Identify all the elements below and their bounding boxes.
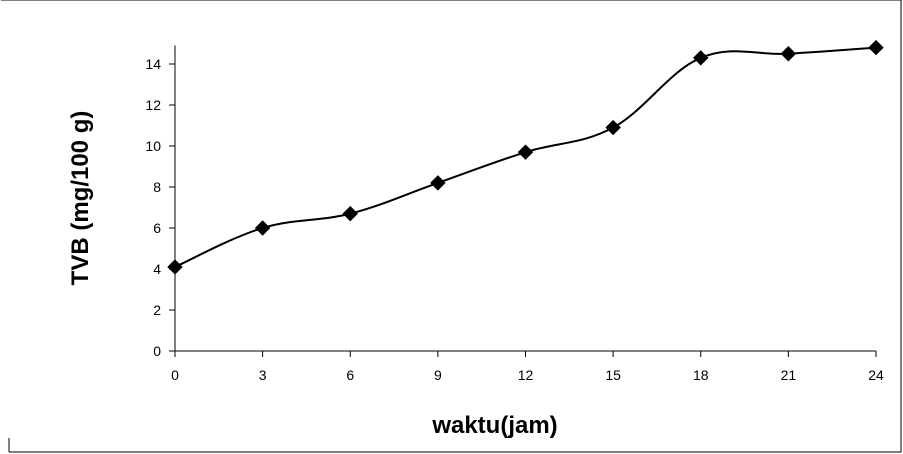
x-tick-label: 9 <box>434 367 442 383</box>
data-point-marker <box>693 50 709 66</box>
x-tick-label: 24 <box>868 367 884 383</box>
y-tick-label: 14 <box>145 56 161 72</box>
x-tick-label: 21 <box>781 367 797 383</box>
data-point-marker <box>342 205 358 222</box>
y-axis: 0 2 4 6 8 10 12 14 <box>145 45 176 359</box>
y-axis-title: TVB (mg/100 g) <box>67 111 94 286</box>
data-point-marker <box>605 119 621 136</box>
x-tick-label: 18 <box>693 367 709 383</box>
plot-area <box>167 39 884 275</box>
x-axis: 0 3 6 9 12 15 18 21 24 <box>171 350 884 383</box>
data-point-marker <box>430 175 446 191</box>
x-tick-label: 0 <box>171 367 179 383</box>
x-tick-label: 3 <box>259 367 267 383</box>
data-point-marker <box>167 259 183 275</box>
x-axis-title: waktu(jam) <box>431 412 557 439</box>
y-tick-label: 0 <box>153 343 161 359</box>
y-tick-label: 10 <box>145 138 161 154</box>
y-tick-label: 2 <box>153 302 161 318</box>
data-point-marker <box>780 46 797 62</box>
y-tick-label: 12 <box>145 97 161 113</box>
data-point-marker <box>254 220 271 236</box>
y-tick-label: 4 <box>153 261 161 277</box>
y-tick-label: 8 <box>153 179 161 195</box>
data-point-marker <box>517 144 534 160</box>
y-tick-label: 6 <box>153 220 161 236</box>
x-tick-label: 6 <box>346 367 354 383</box>
x-tick-label: 12 <box>518 367 534 383</box>
data-point-marker <box>868 39 884 56</box>
x-tick-label: 15 <box>605 367 621 383</box>
